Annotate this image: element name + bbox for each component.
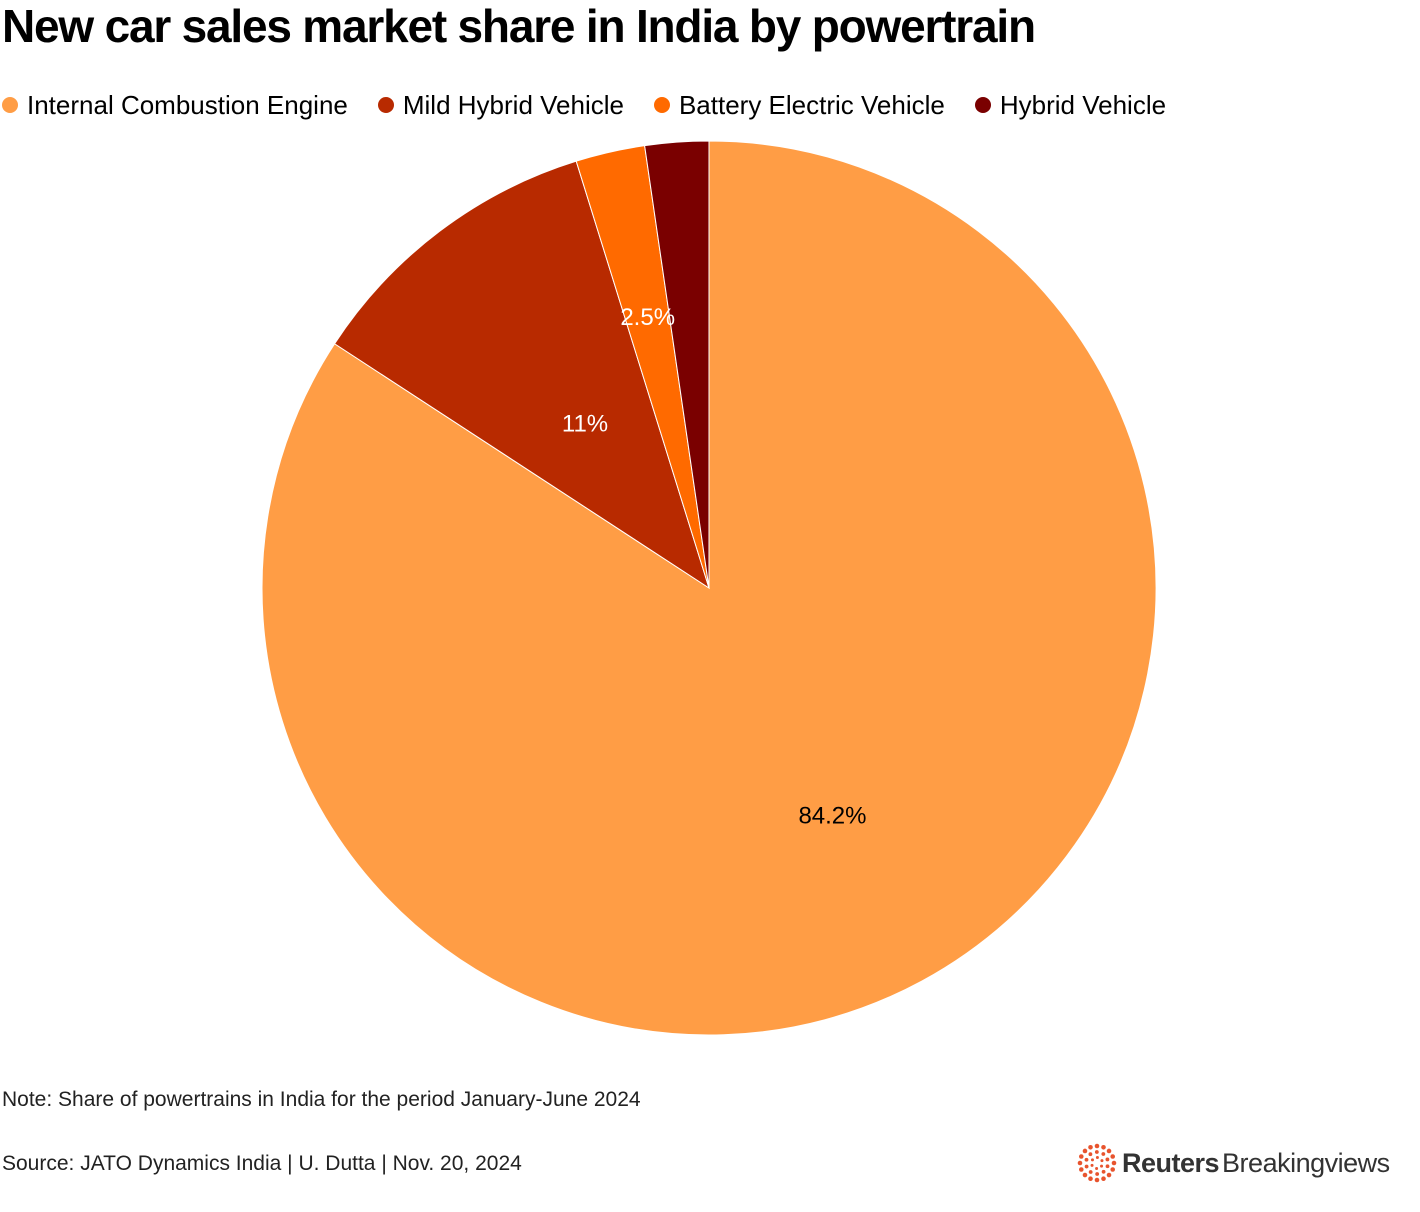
- logo-dot: [1111, 1160, 1117, 1166]
- legend-label-ice: Internal Combustion Engine: [27, 89, 348, 120]
- legend-marker-ice: [2, 97, 18, 113]
- legend-item-mild-hybrid: Mild Hybrid Vehicle: [377, 89, 624, 121]
- legend-item-ice: Internal Combustion Engine: [2, 90, 348, 121]
- logo-dot: [1101, 1152, 1106, 1156]
- logo-dot: [1078, 1154, 1084, 1159]
- pie-slice-mild-hybrid: [333, 160, 710, 590]
- logo-dot: [1105, 1157, 1110, 1162]
- logo-dot: [1101, 1144, 1106, 1150]
- reuters-dots-icon: [1077, 1143, 1117, 1183]
- legend-item-battery-electric: Battery Electric Vehicle: [653, 89, 945, 121]
- data-label-mild-hybrid: 11%: [562, 410, 608, 437]
- data-label-battery-electric: 2.5%: [620, 304, 675, 331]
- logo-dot: [1106, 1148, 1112, 1154]
- legend-item-hybrid: Hybrid Vehicle: [974, 89, 1167, 121]
- logo-dot: [1090, 1163, 1094, 1167]
- logo-dot: [1082, 1148, 1088, 1154]
- logo-dot: [1095, 1172, 1100, 1176]
- logo-dot: [1110, 1154, 1116, 1159]
- chart-note: Note: Share of powertrains in India for …: [2, 1088, 641, 1111]
- logo-dot: [1094, 1177, 1100, 1183]
- legend-marker-battery-electric: [653, 97, 670, 113]
- logo-dot: [1101, 1176, 1106, 1182]
- pie-slice-hybrid: [644, 140, 710, 589]
- reuters-breakingviews-logo: Reuters Breakingviews: [1076, 1142, 1390, 1184]
- legend: Internal Combustion Engine Mild Hybrid V…: [2, 88, 1196, 122]
- logo-dot: [1094, 1150, 1099, 1154]
- legend-label-hybrid: Hybrid Vehicle: [999, 89, 1167, 120]
- logo-dot: [1110, 1167, 1116, 1172]
- logo-dot: [1088, 1144, 1093, 1150]
- logo-dot: [1095, 1156, 1099, 1160]
- logo-dot: [1100, 1164, 1104, 1168]
- chart-source: Source: JATO Dynamics India | U. Dutta |…: [2, 1152, 522, 1175]
- logo-brand-name: Reuters: [1122, 1147, 1220, 1178]
- logo-dot: [1084, 1164, 1089, 1169]
- logo-dot: [1100, 1159, 1104, 1163]
- logo-dot: [1077, 1160, 1083, 1166]
- legend-marker-mild-hybrid: [377, 97, 394, 113]
- logo-dot: [1084, 1157, 1089, 1162]
- legend-label-battery-electric: Battery Electric Vehicle: [678, 89, 945, 120]
- logo-dot: [1088, 1176, 1093, 1182]
- logo-dot: [1101, 1169, 1106, 1174]
- logo-dot: [1088, 1170, 1093, 1174]
- logo-dot: [1105, 1164, 1110, 1169]
- logo-dot: [1090, 1158, 1094, 1162]
- logo-dot: [1088, 1152, 1093, 1157]
- logo-dot: [1082, 1172, 1088, 1178]
- chart-title: New car sales market share in India by p…: [2, 0, 1036, 52]
- logo-dot: [1078, 1167, 1084, 1172]
- logo-dot: [1094, 1143, 1100, 1149]
- legend-marker-hybrid: [974, 97, 991, 113]
- logo-dot: [1106, 1172, 1112, 1178]
- data-label-ice: 84.2%: [798, 802, 866, 829]
- logo-brand-sub: Breakingviews: [1222, 1147, 1390, 1178]
- logo-dot: [1095, 1166, 1099, 1170]
- legend-label-mild-hybrid: Mild Hybrid Vehicle: [402, 89, 624, 120]
